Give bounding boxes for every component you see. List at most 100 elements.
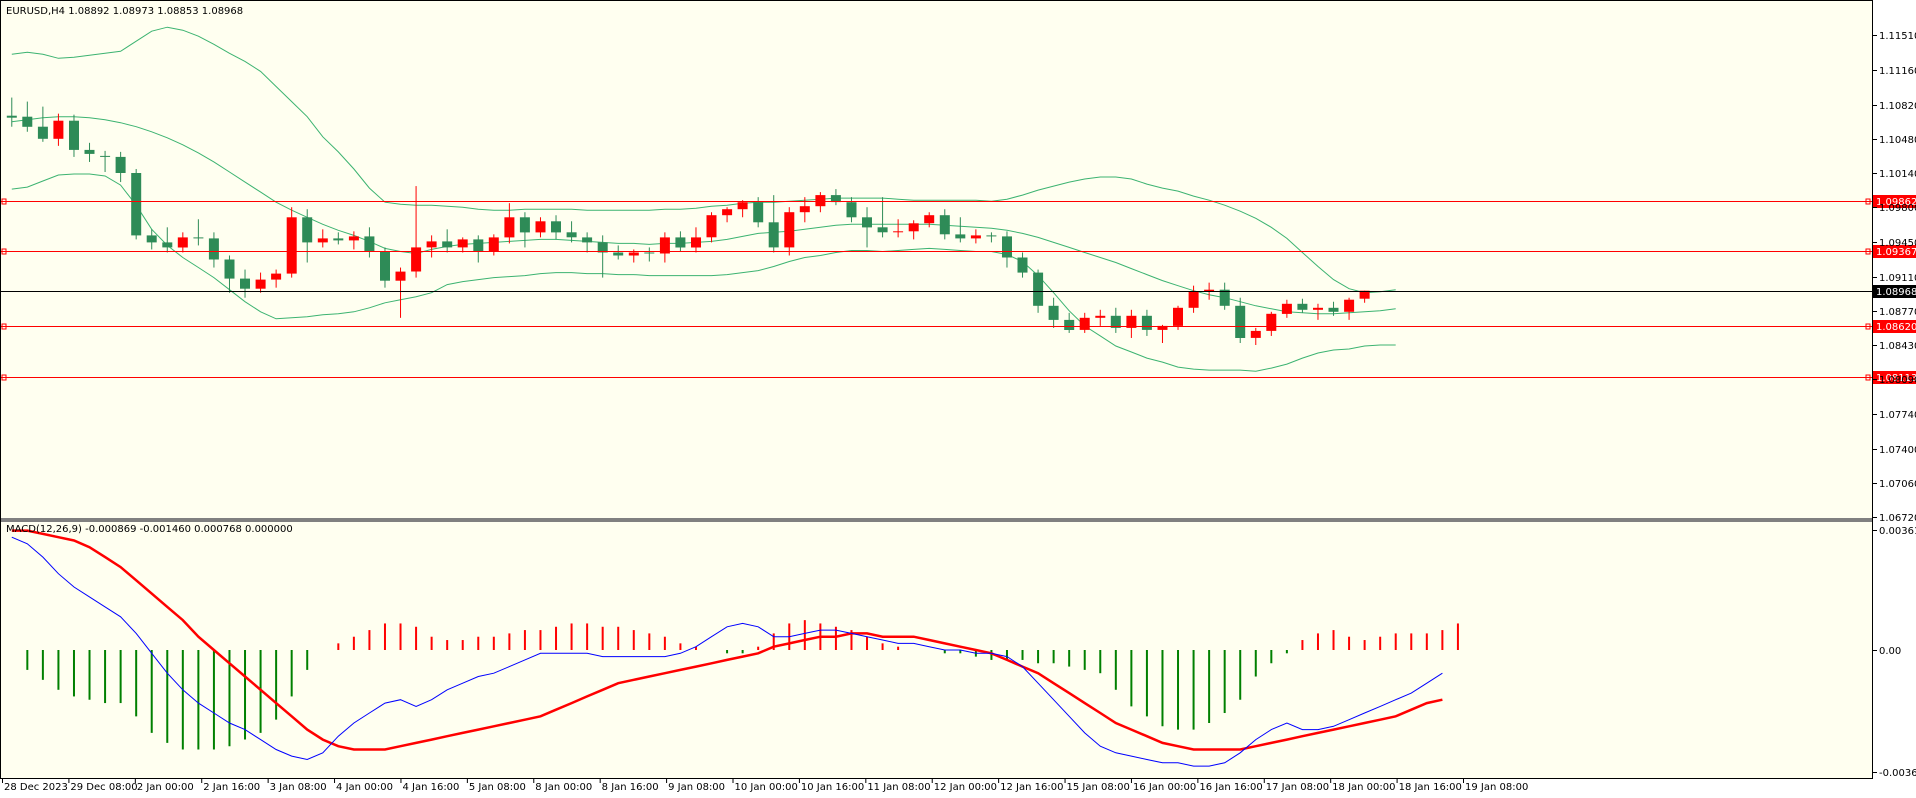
candle (722, 207, 733, 223)
candle (644, 247, 655, 262)
candle-body (255, 279, 266, 289)
level-1.09367[interactable]: 1.09367 (1, 245, 1916, 258)
candle-body (628, 252, 639, 256)
level-anchor[interactable] (1, 248, 7, 255)
candle-body (924, 215, 935, 224)
candle-body (286, 217, 297, 274)
candle-body (644, 252, 655, 254)
candle-body (271, 273, 282, 280)
candle-body (535, 221, 546, 233)
candle-body (1110, 315, 1121, 328)
macd-header: MACD(12,26,9) -0.000869 -0.001460 0.0007… (6, 524, 293, 535)
candle-body (691, 237, 701, 248)
candle-body (1173, 307, 1183, 326)
time-tick-label: 28 Dec 2023 (4, 782, 68, 793)
candle (255, 272, 266, 293)
candle (473, 235, 484, 263)
candle (768, 195, 779, 253)
candle (1328, 301, 1339, 316)
candle (737, 200, 748, 218)
candle-body (1033, 272, 1044, 306)
candle (22, 101, 33, 132)
level-anchor[interactable] (1865, 198, 1871, 205)
candle (1173, 305, 1183, 330)
candle-body (53, 120, 64, 139)
candle-body (1266, 313, 1277, 331)
candle (224, 255, 235, 293)
candle (286, 207, 297, 278)
candle (1235, 297, 1246, 343)
candle (893, 219, 904, 238)
level-anchor[interactable] (1, 374, 7, 381)
price-tick-label: 1.09800 (1879, 203, 1916, 214)
price-tick-label: 1.08770 (1879, 307, 1916, 318)
candle-body (862, 217, 872, 228)
time-tick-label: 3 Jan 08:00 (270, 782, 327, 793)
candle-body (1250, 330, 1261, 338)
macd-panel[interactable] (1, 522, 1872, 778)
candle (924, 212, 935, 228)
macd-main-line (11, 536, 1443, 767)
candle-body (1328, 307, 1339, 312)
candle (84, 142, 95, 162)
level-1.08620[interactable]: 1.08620 (1, 320, 1916, 333)
candle-body (115, 156, 126, 173)
candle-body (737, 202, 748, 210)
candle (1281, 299, 1292, 318)
level-anchor[interactable] (1865, 374, 1871, 381)
level-anchor[interactable] (1865, 248, 1871, 255)
candle-body (582, 237, 593, 243)
level-anchor[interactable] (1865, 323, 1871, 330)
time-tick-label: 16 Jan 16:00 (1199, 782, 1262, 793)
macd-axis: 0.003617 0.00 -0.003678 (1872, 526, 1916, 779)
level-1.08113[interactable]: 1.08113 (1, 371, 1916, 384)
panel-separator[interactable] (0, 518, 1872, 522)
time-tick-label: 8 Jan 16:00 (602, 782, 659, 793)
candle (302, 209, 313, 263)
level-anchor[interactable] (1, 198, 7, 205)
candle-body (753, 202, 764, 223)
candle (566, 221, 577, 243)
candle (317, 229, 328, 248)
candle-body (970, 235, 981, 239)
time-tick-label: 15 Jan 08:00 (1067, 782, 1130, 793)
candle-body (706, 215, 717, 238)
candle-body (1017, 257, 1028, 273)
level-price-label: 1.08620 (1876, 322, 1916, 333)
candle (519, 212, 530, 248)
level-1.09862[interactable]: 1.09862 (1, 195, 1916, 208)
candle-body (224, 259, 235, 279)
price-panel[interactable] (1, 1, 1872, 518)
candle-body (1141, 315, 1152, 330)
candle (208, 232, 219, 268)
horizontal-levels[interactable]: 1.09862 1.09367 1.08968 1.08620 1.08113 (1, 195, 1916, 384)
time-tick-label: 16 Jan 00:00 (1133, 782, 1196, 793)
candle (348, 231, 359, 250)
time-tick-label: 17 Jan 08:00 (1266, 782, 1329, 793)
candle (753, 197, 764, 228)
candle-body (131, 173, 142, 236)
candle (675, 231, 686, 252)
level-1.08968[interactable]: 1.08968 (1, 285, 1916, 298)
candle-body (613, 252, 624, 256)
candle-body (146, 235, 157, 243)
time-tick-label: 11 Jan 08:00 (867, 782, 930, 793)
candle (53, 113, 64, 146)
candle (271, 269, 282, 288)
candle (146, 229, 157, 250)
candle-body (84, 149, 95, 154)
candle-body (877, 227, 888, 233)
candle-body (830, 195, 841, 203)
time-tick-label: 10 Jan 16:00 (801, 782, 864, 793)
candle (1048, 297, 1059, 328)
candle (582, 232, 593, 253)
level-anchor[interactable] (1, 323, 7, 330)
candle-body (955, 234, 966, 239)
candle (815, 192, 826, 213)
candle-body (1313, 307, 1323, 310)
candle (551, 215, 561, 240)
candle-body (442, 241, 453, 248)
candle (1157, 324, 1168, 343)
